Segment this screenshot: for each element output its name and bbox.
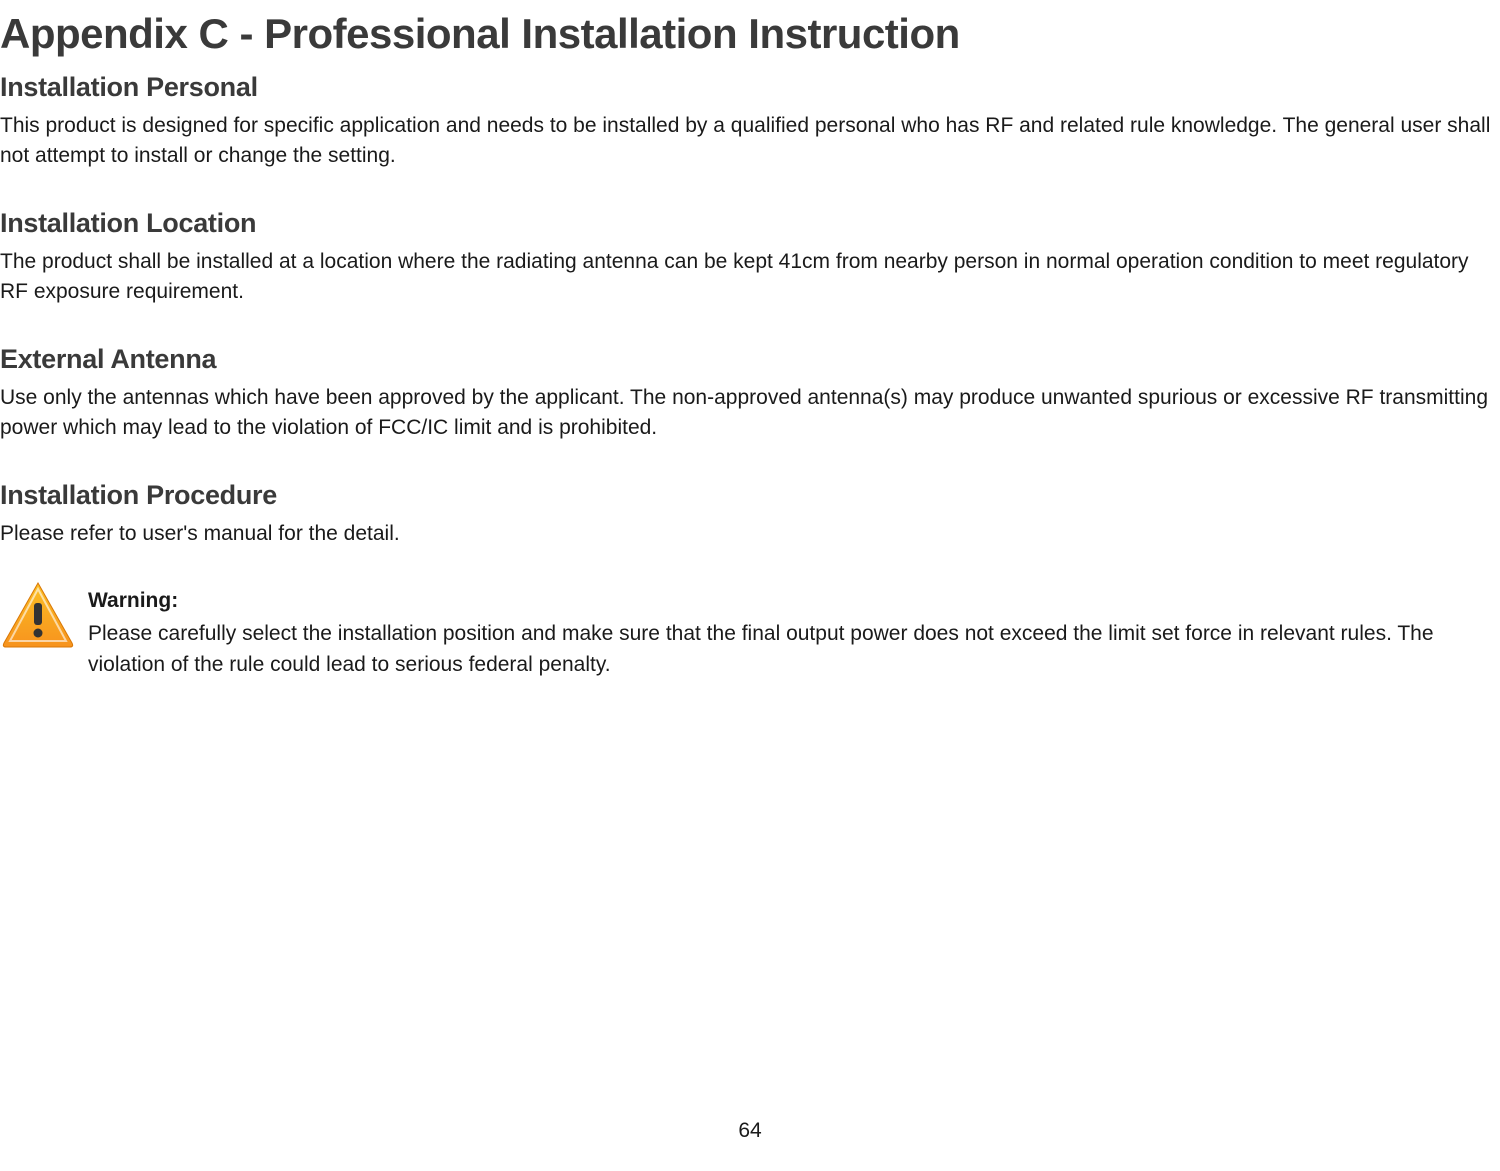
warning-text: Please carefully select the installation… — [88, 622, 1434, 675]
page-number: 64 — [0, 1119, 1500, 1143]
section-heading-2: External Antenna — [0, 344, 1500, 375]
section-heading-3: Installation Procedure — [0, 480, 1500, 511]
warning-block: Warning: Please carefully select the ins… — [0, 577, 1500, 680]
section-body-2: Use only the antennas which have been ap… — [0, 383, 1500, 444]
section-heading-1: Installation Location — [0, 208, 1500, 239]
section-body-1: The product shall be installed at a loca… — [0, 247, 1500, 308]
page-title: Appendix C - Professional Installation I… — [0, 10, 1500, 58]
section-body-3: Please refer to user's manual for the de… — [0, 519, 1500, 549]
section-heading-0: Installation Personal — [0, 72, 1500, 103]
warning-icon — [0, 579, 76, 654]
section-body-0: This product is designed for specific ap… — [0, 111, 1500, 172]
warning-label: Warning: — [0, 577, 1500, 613]
